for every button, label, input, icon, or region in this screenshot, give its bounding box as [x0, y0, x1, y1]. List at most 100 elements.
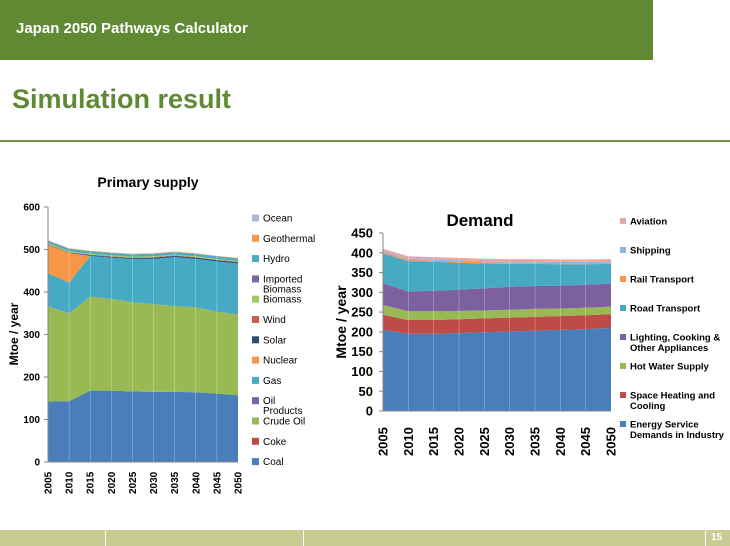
legend-label: Energy Service Demands in Industry: [630, 419, 725, 441]
legend-swatch: [620, 247, 626, 253]
footer-bar: [0, 530, 730, 546]
legend-swatch: [252, 397, 259, 405]
chart-title: Demand: [446, 211, 513, 230]
legend-swatch: [620, 305, 626, 311]
legend-swatch: [252, 316, 259, 323]
legend-label: Hydro: [263, 254, 290, 265]
x-tick-label: 2005: [376, 427, 391, 456]
legend-swatch: [252, 437, 259, 445]
x-tick-label: 2025: [128, 471, 139, 494]
area-series: [383, 253, 611, 292]
x-tick-label: 2010: [65, 471, 76, 494]
title-divider: [0, 140, 730, 142]
area-series: [383, 327, 611, 411]
legend-swatch: [252, 255, 259, 263]
x-tick-label: 2010: [401, 427, 416, 456]
legend-label: Wind: [263, 315, 286, 326]
header-bar: [0, 0, 653, 60]
area-series: [383, 248, 611, 262]
legend-label: Biomass: [263, 295, 301, 306]
y-tick-label: 600: [23, 203, 40, 214]
x-tick-label: 2040: [553, 427, 568, 456]
legend-swatch: [252, 275, 259, 283]
y-tick-label: 350: [351, 265, 373, 280]
legend-swatch: [620, 276, 626, 282]
y-tick-label: 200: [23, 373, 40, 384]
legend-swatch: [252, 356, 259, 364]
x-tick-label: 2025: [477, 427, 492, 456]
footer-divider: [105, 530, 106, 546]
footer-divider: [303, 530, 304, 546]
x-tick-label: 2030: [502, 427, 517, 456]
legend-swatch: [252, 295, 259, 303]
y-axis-label: Mtoe / year: [7, 302, 21, 365]
legend-label: Coke: [263, 437, 287, 448]
y-tick-label: 0: [366, 404, 373, 419]
legend-label: Shipping: [630, 245, 671, 256]
area-series: [48, 240, 238, 261]
legend-label: Aviation: [630, 216, 667, 227]
legend-swatch: [620, 421, 626, 427]
x-tick-label: 2015: [426, 427, 441, 456]
legend-swatch: [252, 417, 259, 425]
y-tick-label: 400: [351, 245, 373, 260]
y-tick-label: 0: [34, 458, 40, 469]
x-tick-label: 2050: [234, 471, 245, 494]
legend-swatch: [252, 234, 259, 242]
y-tick-label: 450: [351, 226, 373, 241]
legend-label: Rail Transport: [630, 274, 695, 285]
y-tick-label: 150: [351, 344, 373, 359]
legend-label: Crude Oil: [263, 417, 305, 428]
y-tick-label: 250: [351, 305, 373, 320]
footer-divider: [705, 530, 706, 546]
area-series: [48, 390, 238, 462]
legend-label: Nuclear: [263, 356, 298, 367]
legend-swatch: [620, 363, 626, 369]
legend-label: Road Transport: [630, 303, 701, 314]
chart-title: Primary supply: [97, 174, 198, 190]
x-tick-label: 2015: [86, 471, 97, 494]
legend-label: Solar: [263, 335, 287, 346]
y-tick-label: 100: [23, 415, 40, 426]
area-series: [383, 314, 611, 334]
x-tick-label: 2045: [578, 427, 593, 456]
slide-title: Simulation result: [12, 84, 232, 114]
page-number: 15: [710, 532, 722, 543]
x-tick-label: 2020: [107, 471, 118, 494]
x-tick-label: 2050: [604, 427, 619, 456]
area-series: [48, 244, 238, 264]
y-tick-label: 100: [351, 364, 373, 379]
x-tick-label: 2045: [212, 471, 223, 494]
y-tick-label: 300: [351, 285, 373, 300]
x-tick-label: 2035: [528, 427, 543, 456]
y-tick-label: 500: [23, 245, 40, 256]
legend-label: Ocean: [263, 214, 292, 225]
y-tick-label: 200: [351, 324, 373, 339]
y-tick-label: 50: [359, 384, 373, 399]
header-title: Japan 2050 Pathways Calculator: [16, 20, 248, 37]
area-series: [48, 296, 238, 402]
legend-label: Lighting, Cooking & Other Appliances: [630, 332, 720, 354]
legend-label: Hot Water Supply: [630, 361, 710, 372]
legend-label: Gas: [263, 376, 281, 387]
x-tick-label: 2020: [452, 427, 467, 456]
legend-label: Coal: [263, 457, 284, 468]
legend-label: Geothermal: [263, 234, 315, 245]
legend-swatch: [620, 334, 626, 340]
area-series: [383, 305, 611, 320]
legend-swatch: [252, 376, 259, 384]
legend-label: Space Heating and Cooling: [630, 390, 715, 412]
legend-swatch: [620, 218, 626, 224]
y-axis-label: Mtoe / year: [333, 285, 349, 359]
x-tick-label: 2030: [149, 471, 160, 494]
legend-label: Imported Biomass: [263, 274, 302, 295]
x-tick-label: 2005: [44, 471, 55, 494]
area-series: [48, 244, 238, 283]
legend-swatch: [620, 392, 626, 398]
legend-swatch: [252, 336, 259, 344]
legend-swatch: [252, 458, 259, 466]
x-tick-label: 2035: [170, 471, 181, 494]
area-series: [383, 252, 611, 265]
area-series: [48, 255, 238, 315]
